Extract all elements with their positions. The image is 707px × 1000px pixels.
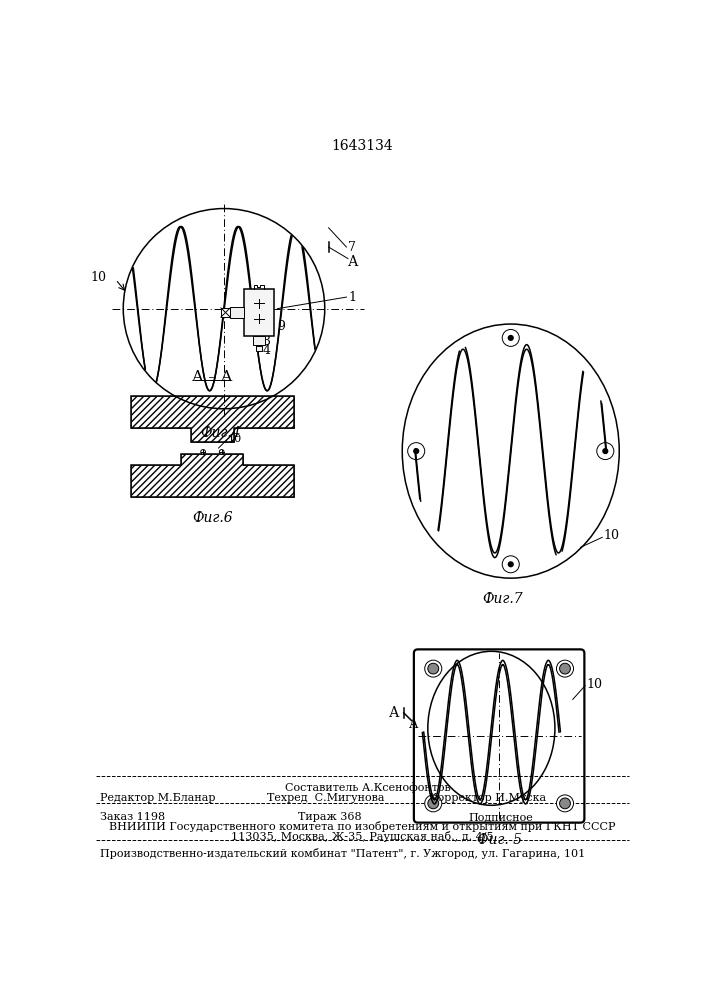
Text: Фиг.7: Фиг.7 [483,592,523,606]
Circle shape [425,660,442,677]
Circle shape [559,663,571,674]
Text: Фиг.4: Фиг.4 [200,426,240,440]
Text: 1643134: 1643134 [331,139,393,153]
Polygon shape [131,454,293,497]
Circle shape [428,798,438,809]
Circle shape [597,443,614,460]
Bar [256,345,262,351]
Circle shape [508,561,514,567]
Ellipse shape [402,324,619,578]
Bar [252,336,265,345]
Text: 10: 10 [604,529,620,542]
Text: Подписное: Подписное [468,812,533,822]
Circle shape [413,448,419,454]
Bar [230,307,244,318]
Text: А: А [409,718,419,731]
Text: А: А [348,255,358,269]
FancyBboxPatch shape [414,649,585,823]
Text: 7: 7 [348,241,356,254]
Text: 4: 4 [263,344,271,358]
Text: Производственно-издательский комбинат "Патент", г. Ужгород, ул. Гагарина, 101: Производственно-издательский комбинат "П… [100,848,585,859]
Circle shape [219,450,224,454]
Circle shape [556,660,573,677]
Circle shape [201,450,206,454]
Bar [221,308,230,317]
Polygon shape [131,396,293,442]
Circle shape [508,335,514,341]
Text: 10: 10 [90,271,106,284]
Text: Заказ 1198: Заказ 1198 [100,812,165,822]
Circle shape [408,443,425,460]
Text: Составитель А.Ксенофонтов: Составитель А.Ксенофонтов [284,782,450,793]
Circle shape [502,556,519,573]
Text: Техред  С.Мигунова: Техред С.Мигунова [267,793,384,803]
Circle shape [556,795,573,812]
Text: Редактор М.Бланар: Редактор М.Бланар [100,793,216,803]
Text: А: А [390,706,399,720]
Text: ВНИИПИ Государственного комитета по изобретениям и открытиям при ГКНТ СССР: ВНИИПИ Государственного комитета по изоб… [109,821,615,832]
Text: 10: 10 [228,434,242,444]
Text: Корректор И.Муска: Корректор И.Муска [429,793,547,803]
Bar [244,289,274,336]
Text: Фиг. 5: Фиг. 5 [477,833,522,847]
Circle shape [428,663,438,674]
Circle shape [602,448,609,454]
Text: Тираж 368: Тираж 368 [298,812,361,822]
Text: 3: 3 [263,335,271,348]
Text: А – А: А – А [192,370,233,384]
Text: 10: 10 [587,678,602,691]
Text: Фиг.6: Фиг.6 [192,511,233,525]
Circle shape [559,798,571,809]
Text: 1: 1 [348,291,356,304]
Circle shape [425,795,442,812]
Text: 113035, Москва, Ж-35, Раушская наб., д. 4/5: 113035, Москва, Ж-35, Раушская наб., д. … [230,831,493,842]
Circle shape [502,329,519,346]
Text: 9: 9 [277,320,286,333]
